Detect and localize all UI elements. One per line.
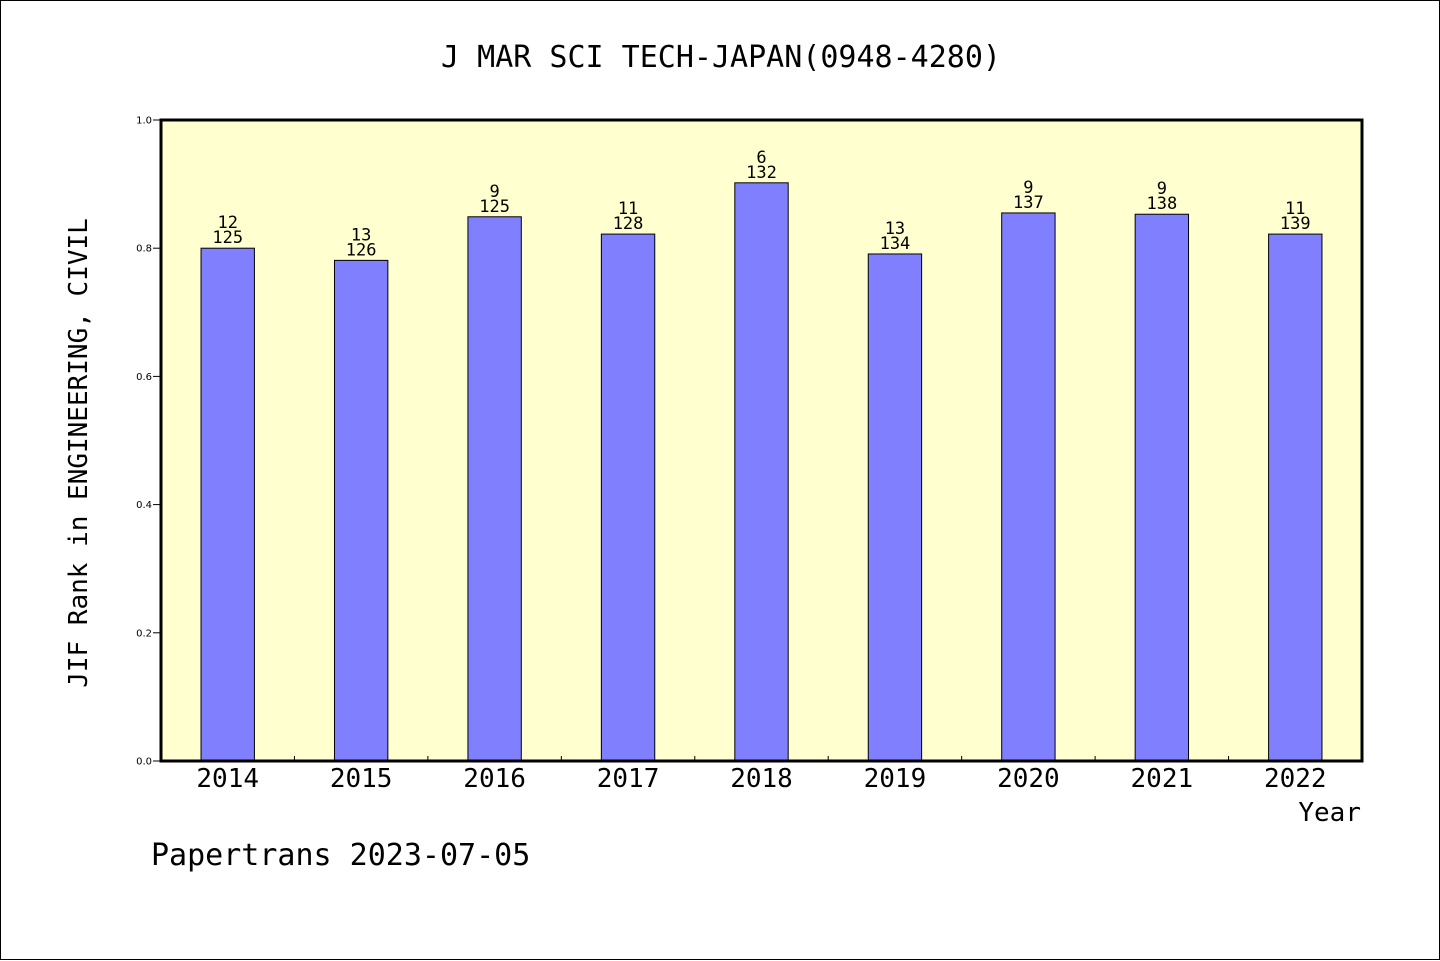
- bar: [734, 182, 789, 762]
- bar-rank-label: 12: [217, 213, 237, 233]
- bar: [1268, 233, 1323, 762]
- x-tick-label: 2022: [1264, 764, 1327, 794]
- x-axis: 2014 2015 2016 2017 2018 2019 2020 2021 2022: [196, 756, 1327, 794]
- bar-total-label: 134: [880, 234, 911, 254]
- y-tick-label: 0.4: [136, 500, 152, 511]
- chart-title: J MAR SCI TECH-JAPAN(0948-4280): [441, 40, 1001, 75]
- x-tick-label: 2020: [997, 764, 1060, 794]
- x-tick-label: 2014: [196, 764, 259, 794]
- bar-total-label: 126: [346, 240, 377, 260]
- y-tick-label: 0.8: [136, 244, 152, 255]
- bar-total-label: 132: [746, 163, 777, 183]
- bar: [1134, 213, 1190, 762]
- bar-total-label: 139: [1280, 214, 1311, 234]
- x-axis-label: Year: [1298, 798, 1361, 828]
- bar-rank-label: 9: [489, 182, 499, 202]
- x-tick-label: 2015: [330, 764, 393, 794]
- x-tick-label: 2019: [864, 764, 927, 794]
- bar-total-label: 125: [479, 197, 510, 217]
- x-tick-label: 2016: [463, 764, 526, 794]
- x-tick-label: 2021: [1131, 764, 1194, 794]
- x-tick-label: 2017: [597, 764, 660, 794]
- y-axis: 0.0 0.2 0.4 0.6 0.8 1.0: [136, 116, 161, 768]
- bar: [467, 216, 522, 762]
- bar-total-label: 128: [613, 214, 644, 234]
- y-tick-label: 0.6: [136, 372, 152, 383]
- y-tick-label: 0.2: [136, 628, 152, 639]
- bar: [333, 259, 389, 762]
- bar-rank-label: 13: [351, 225, 371, 245]
- bar: [867, 253, 923, 762]
- bar-rank-label: 6: [756, 148, 766, 168]
- bar-total-label: 125: [212, 228, 243, 248]
- plot-frame: [159, 118, 1364, 763]
- bar-rank-label: 13: [885, 219, 905, 239]
- footer-credit: Papertrans 2023-07-05: [151, 838, 530, 873]
- bar-rank-label: 9: [1157, 179, 1167, 199]
- bar: [200, 247, 255, 762]
- y-axis-label: JIF Rank in ENGINEERING, CIVIL: [64, 218, 94, 688]
- bar-rank-label: 11: [618, 199, 638, 219]
- y-tick-label: 0.0: [136, 757, 152, 768]
- bar-total-label: 137: [1013, 193, 1044, 213]
- bar-rank-label: 11: [1285, 199, 1305, 219]
- y-tick-label: 1.0: [136, 116, 152, 127]
- bar-rank-label: 9: [1023, 178, 1033, 198]
- x-tick-label: 2018: [730, 764, 793, 794]
- bar: [600, 233, 656, 762]
- bar: [1001, 212, 1056, 762]
- bar-total-label: 138: [1146, 194, 1177, 214]
